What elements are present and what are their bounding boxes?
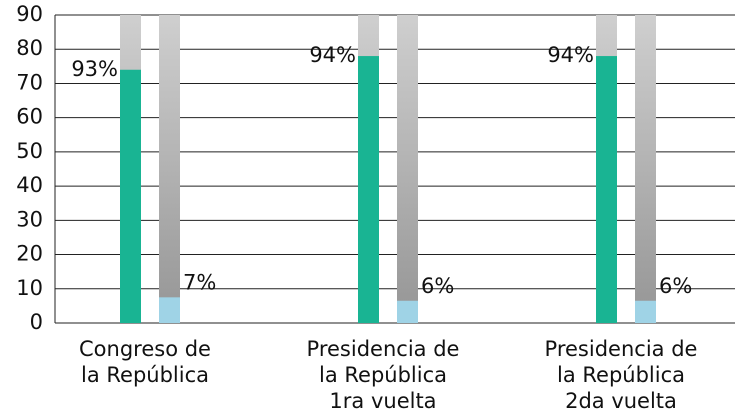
y-tick-label: 90: [16, 2, 43, 26]
x-tick-label-line: la República: [557, 363, 685, 387]
bar: [120, 69, 141, 323]
annotation: 6%: [421, 274, 454, 298]
y-tick-label: 30: [16, 207, 43, 231]
bar: [596, 56, 617, 324]
y-tick-label: 0: [30, 310, 43, 334]
x-tick-label-line: Presidencia de: [545, 337, 698, 361]
x-tick-label-line: Presidencia de: [307, 337, 460, 361]
x-tick-label: Presidencia de la República 1ra vuelta: [307, 337, 460, 412]
x-tick-label-line: Congreso de: [79, 337, 211, 361]
x-tick-label: Congreso de la República: [79, 337, 211, 387]
bar: [635, 300, 656, 323]
y-tick-label: 50: [16, 139, 43, 163]
y-tick-label: 20: [16, 242, 43, 266]
y-tick-label: 10: [16, 276, 43, 300]
annotation: 6%: [659, 274, 692, 298]
y-tick-label: 60: [16, 105, 43, 129]
y-tick-label: 40: [16, 173, 43, 197]
annotation: 7%: [183, 270, 216, 294]
x-tick-label-line: 2da vuelta: [565, 389, 677, 412]
x-tick-label-line: 1ra vuelta: [329, 389, 436, 412]
annotation: 94%: [547, 43, 594, 67]
x-tick-label: Presidencia de la República 2da vuelta: [545, 337, 698, 412]
annotation: 94%: [309, 43, 356, 67]
annotation: 93%: [71, 57, 118, 81]
y-tick-label: 80: [16, 36, 43, 60]
bar: [159, 297, 180, 323]
y-tick-label: 70: [16, 70, 43, 94]
bar-track: [159, 15, 180, 323]
x-tick-label-line: la República: [81, 363, 209, 387]
bar: [358, 56, 379, 324]
bar-track: [397, 15, 418, 323]
x-tick-label-line: la República: [319, 363, 447, 387]
bar-track: [635, 15, 656, 323]
bar: [397, 300, 418, 323]
